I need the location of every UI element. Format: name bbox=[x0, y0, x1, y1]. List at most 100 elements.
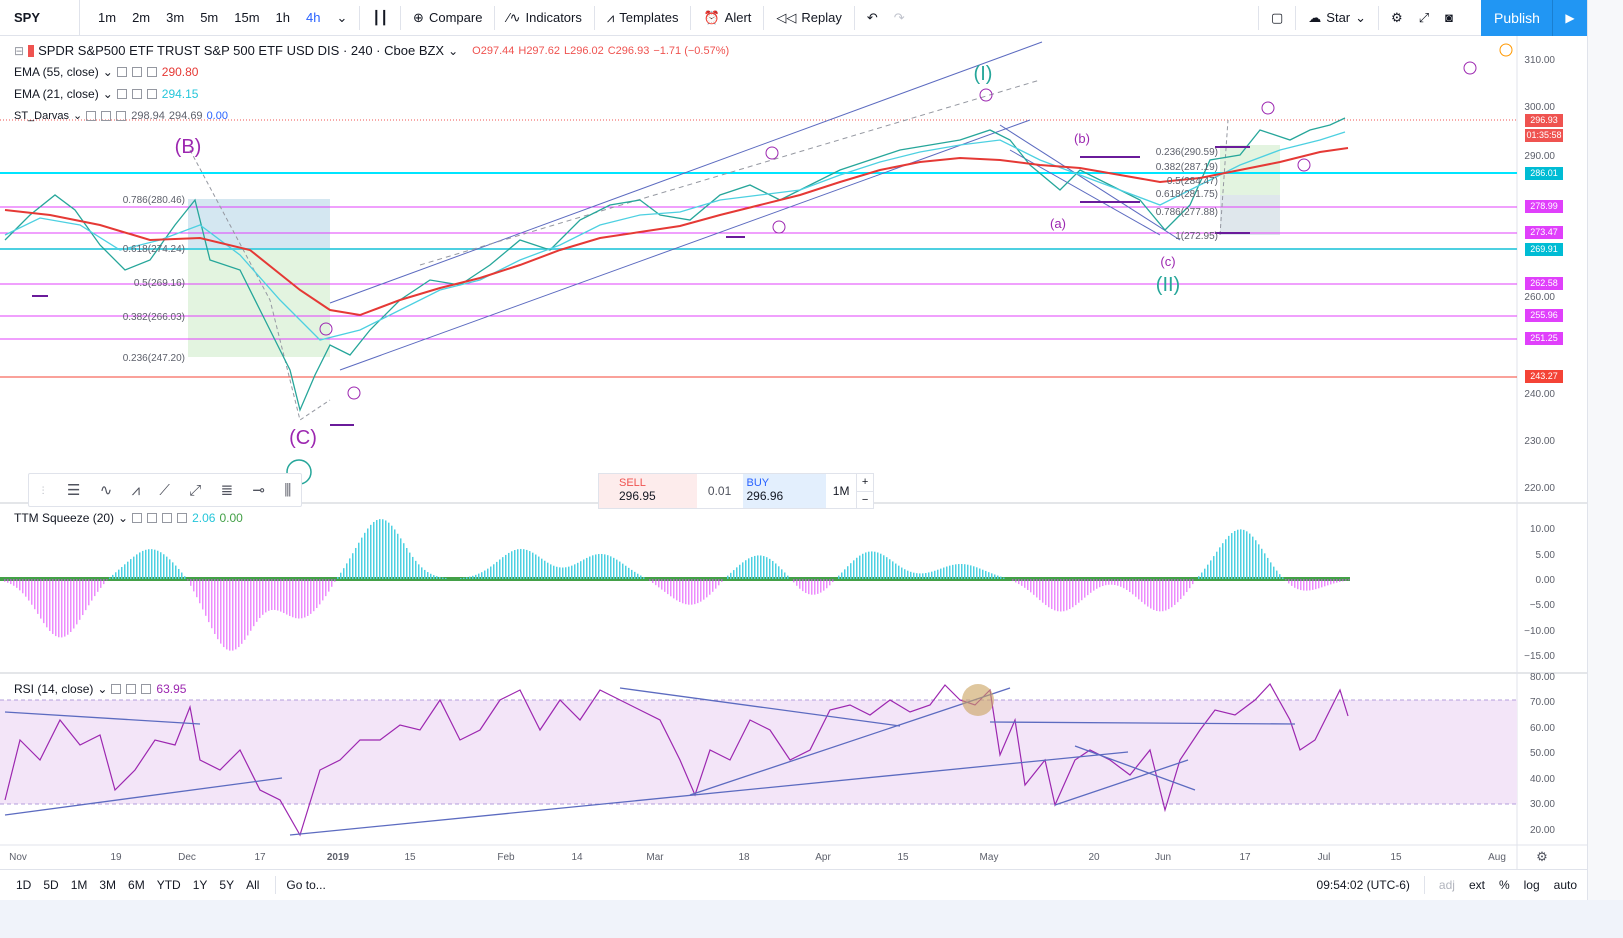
adj-toggle[interactable]: adj bbox=[1438, 878, 1455, 892]
play-circle-icon[interactable]: ▶ bbox=[1552, 0, 1587, 36]
chart-settings-gear-icon[interactable]: ⚙ bbox=[1536, 850, 1548, 865]
buy-button[interactable]: BUY 296.96 bbox=[742, 474, 827, 508]
chevron-down-icon[interactable]: ⌄ bbox=[73, 110, 83, 122]
eye-icon[interactable] bbox=[86, 110, 97, 121]
down-channel-a[interactable] bbox=[999, 124, 1181, 241]
channel-upper[interactable] bbox=[329, 41, 1043, 304]
eye-icon[interactable] bbox=[116, 89, 127, 99]
goto-button[interactable]: Go to... bbox=[286, 878, 326, 892]
close-icon[interactable] bbox=[162, 513, 173, 523]
interval-3m[interactable]: 3m bbox=[166, 9, 185, 25]
ema55-legend[interactable]: EMA (55, close) ⌄ 290.80 bbox=[14, 65, 198, 79]
settings-icon[interactable] bbox=[131, 89, 142, 99]
chart-style-button[interactable]: ┃┃ bbox=[364, 0, 396, 36]
eye-icon[interactable] bbox=[132, 513, 143, 523]
range-5y[interactable]: 5Y bbox=[219, 878, 235, 892]
collapse-icon[interactable]: ⊟ bbox=[14, 43, 25, 58]
interval-dropdown-icon[interactable]: ⌄ bbox=[336, 9, 348, 25]
range-1m[interactable]: 1M bbox=[70, 878, 88, 892]
settings-gear-icon[interactable]: ⚙ bbox=[1391, 10, 1403, 25]
symbol-search[interactable]: SPY bbox=[0, 0, 80, 36]
eye-icon[interactable] bbox=[116, 67, 127, 77]
menu-lines-icon[interactable]: ☰ bbox=[66, 482, 81, 499]
templates-button[interactable]: ⩘ Templates bbox=[599, 0, 687, 36]
chevron-down-icon[interactable]: ⌄ bbox=[118, 511, 129, 525]
ema55-line[interactable] bbox=[4, 147, 1349, 317]
close-icon[interactable] bbox=[146, 89, 157, 99]
ttm-bar bbox=[295, 579, 297, 619]
eye-icon[interactable] bbox=[111, 684, 122, 694]
range-1y[interactable]: 1Y bbox=[192, 878, 208, 892]
warning-icon[interactable] bbox=[1499, 43, 1513, 57]
trend-line-icon[interactable]: ⟋ bbox=[159, 481, 170, 499]
indicators-button[interactable]: ⁄∿ Indicators bbox=[499, 0, 589, 36]
rewind-icon: ◁◁ bbox=[776, 9, 797, 25]
range-1d[interactable]: 1D bbox=[16, 878, 32, 892]
redo-button[interactable]: ↷ bbox=[893, 9, 905, 25]
close-icon[interactable] bbox=[141, 684, 152, 694]
chevron-down-icon[interactable]: ⌄ bbox=[97, 682, 108, 696]
chart-canvas[interactable]: (I) (II) (B) (C) (a) (b) (c) 0.786(280.4… bbox=[0, 36, 1587, 869]
settings-icon[interactable] bbox=[131, 67, 142, 77]
series-title[interactable]: SPDR S&P500 ETF TRUST S&P 500 ETF USD DI… bbox=[38, 43, 445, 58]
interval-1m[interactable]: 1m bbox=[98, 9, 117, 25]
percent-toggle[interactable]: % bbox=[1498, 878, 1510, 892]
horizontal-line-icon[interactable]: ⊸ bbox=[252, 482, 266, 499]
ext-toggle[interactable]: ext bbox=[1468, 878, 1485, 892]
rsi-tick: 70.00 bbox=[1530, 697, 1555, 708]
range-6m[interactable]: 6M bbox=[128, 878, 145, 892]
ema21-legend[interactable]: EMA (21, close) ⌄ 294.15 bbox=[14, 87, 198, 101]
range-all[interactable]: All bbox=[246, 878, 260, 892]
plus-icon[interactable]: + bbox=[861, 476, 869, 488]
darvas-legend[interactable]: ST_Darvas ⌄ 298.94 294.69 0.00 bbox=[14, 109, 228, 123]
ttm-bar bbox=[202, 579, 204, 610]
price-series[interactable] bbox=[4, 117, 1346, 413]
fullscreen-toggle-icon[interactable]: ▢ bbox=[1271, 10, 1284, 25]
publish-button[interactable]: Publish bbox=[1481, 0, 1553, 36]
ttm-bar bbox=[964, 564, 966, 579]
replay-button[interactable]: ◁◁ Replay bbox=[768, 0, 849, 36]
minus-icon[interactable]: − bbox=[857, 491, 873, 509]
range-3m[interactable]: 3M bbox=[99, 878, 117, 892]
channel-lower[interactable] bbox=[339, 119, 1031, 371]
ray-icon[interactable]: ⤢ bbox=[189, 481, 202, 499]
close-icon[interactable] bbox=[116, 110, 127, 121]
settings-icon[interactable] bbox=[147, 513, 158, 523]
range-5d[interactable]: 5D bbox=[43, 878, 59, 892]
interval-5m[interactable]: 5m bbox=[200, 9, 219, 25]
interval-2m[interactable]: 2m bbox=[132, 9, 151, 25]
time-axis[interactable]: Nov 19 Dec 17 2019 15 Feb 14 Mar 18 Apr … bbox=[9, 852, 1506, 863]
undo-button[interactable]: ↶ bbox=[866, 9, 878, 25]
log-toggle[interactable]: log bbox=[1523, 878, 1540, 892]
chevron-down-icon[interactable]: ⌄ bbox=[102, 87, 113, 101]
layout-button[interactable]: ☁ Star ⌄ bbox=[1300, 0, 1374, 36]
alert-button[interactable]: ⏰ Alert bbox=[695, 0, 759, 36]
drag-handle-icon[interactable]: ⋮ bbox=[38, 484, 48, 495]
close-icon[interactable] bbox=[146, 67, 157, 77]
camera-icon[interactable]: ◙ bbox=[1445, 10, 1453, 25]
ttm-bar bbox=[52, 579, 54, 634]
more-icon[interactable] bbox=[177, 513, 188, 523]
ttm-legend[interactable]: TTM Squeeze (20) ⌄ 2.06 0.00 bbox=[14, 511, 243, 525]
chevron-down-icon[interactable]: ⌄ bbox=[102, 65, 113, 79]
interval-1h[interactable]: 1h bbox=[275, 9, 291, 25]
settings-icon[interactable] bbox=[101, 110, 112, 121]
abc-wave-icon[interactable]: ⩘ bbox=[131, 481, 141, 499]
compare-button[interactable]: ⊕ Compare bbox=[405, 0, 490, 36]
trade-timeframe[interactable]: 1M bbox=[832, 484, 850, 498]
down-channel-b[interactable] bbox=[1009, 149, 1161, 236]
chevron-down-icon[interactable]: ⌄ bbox=[448, 43, 459, 58]
clock[interactable]: 09:54:02 (UTC-6) bbox=[1316, 878, 1410, 892]
settings-icon[interactable] bbox=[126, 684, 137, 694]
elliott-wave-icon[interactable]: ∿ bbox=[99, 482, 113, 499]
vertical-lines-icon[interactable]: ⫼ bbox=[284, 481, 292, 499]
auto-toggle[interactable]: auto bbox=[1553, 878, 1577, 892]
interval-4h[interactable]: 4h bbox=[306, 9, 321, 25]
expand-icon[interactable]: ⤢ bbox=[1418, 10, 1430, 25]
rsi-line[interactable] bbox=[4, 682, 1349, 837]
interval-15m[interactable]: 15m bbox=[234, 9, 260, 25]
fib-retracement-icon[interactable]: ≣ bbox=[220, 482, 234, 499]
rsi-legend[interactable]: RSI (14, close) ⌄ 63.95 bbox=[14, 682, 186, 696]
sell-button[interactable]: SELL 296.95 bbox=[599, 474, 697, 508]
range-ytd[interactable]: YTD bbox=[156, 878, 181, 892]
